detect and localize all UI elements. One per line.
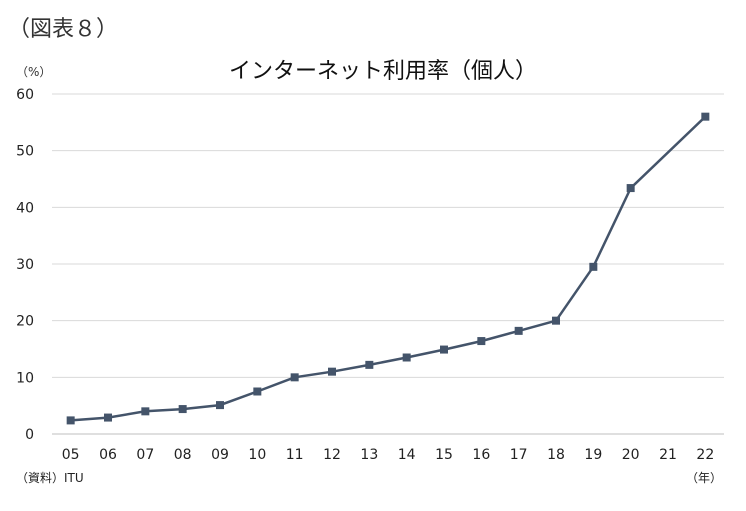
x-tick-label: 11 xyxy=(286,447,304,463)
data-point xyxy=(328,367,336,376)
data-point xyxy=(514,326,523,335)
y-axis-ticks: 0 10 20 30 40 50 60 xyxy=(16,87,34,443)
y-tick-label: 40 xyxy=(16,200,34,216)
y-axis-unit: （%） xyxy=(16,65,51,79)
data-point xyxy=(253,387,262,396)
y-tick-label: 10 xyxy=(16,370,34,386)
x-tick-label: 22 xyxy=(696,447,714,463)
x-tick-label: 06 xyxy=(99,447,117,463)
x-tick-label: 08 xyxy=(174,447,192,463)
x-tick-label: 07 xyxy=(136,447,154,463)
x-tick-label: 13 xyxy=(360,447,378,463)
data-point xyxy=(552,316,560,325)
figure-label: （図表８） xyxy=(8,17,118,42)
y-tick-label: 0 xyxy=(25,427,34,443)
x-tick-label: 21 xyxy=(659,447,677,463)
x-tick-label: 09 xyxy=(211,447,229,463)
data-point xyxy=(66,416,75,425)
x-tick-label: 16 xyxy=(472,447,490,463)
y-tick-label: 50 xyxy=(16,144,34,160)
data-point xyxy=(141,407,150,416)
data-point xyxy=(589,262,598,271)
data-point xyxy=(440,345,448,354)
x-tick-label: 15 xyxy=(435,447,453,463)
x-axis-unit: （年） xyxy=(686,471,722,485)
data-point xyxy=(290,373,299,382)
series-line xyxy=(70,115,707,422)
data-point xyxy=(402,353,411,362)
x-axis-ticks: 05 06 07 08 09 10 11 12 13 14 15 16 17 18 19 20 21 22 xyxy=(62,447,714,463)
data-markers xyxy=(66,112,710,425)
x-tick-label: 20 xyxy=(622,447,640,463)
x-tick-label: 14 xyxy=(398,447,416,463)
x-tick-label: 10 xyxy=(248,447,266,463)
y-tick-label: 60 xyxy=(16,87,34,103)
x-tick-label: 17 xyxy=(510,447,528,463)
data-point xyxy=(365,360,374,369)
gridlines xyxy=(52,93,724,435)
data-point xyxy=(104,413,112,422)
source-note: （資料）ITU xyxy=(16,471,84,485)
data-point xyxy=(477,337,486,346)
x-tick-label: 05 xyxy=(62,447,80,463)
data-point xyxy=(626,184,635,193)
y-tick-label: 20 xyxy=(16,314,34,330)
data-point xyxy=(178,405,187,414)
data-point xyxy=(216,401,224,410)
data-point xyxy=(701,112,710,121)
x-tick-label: 12 xyxy=(323,447,341,463)
chart-title: インターネット利用率（個人） xyxy=(229,59,537,84)
y-tick-label: 30 xyxy=(16,257,34,273)
x-tick-label: 19 xyxy=(584,447,602,463)
x-tick-label: 18 xyxy=(547,447,565,463)
